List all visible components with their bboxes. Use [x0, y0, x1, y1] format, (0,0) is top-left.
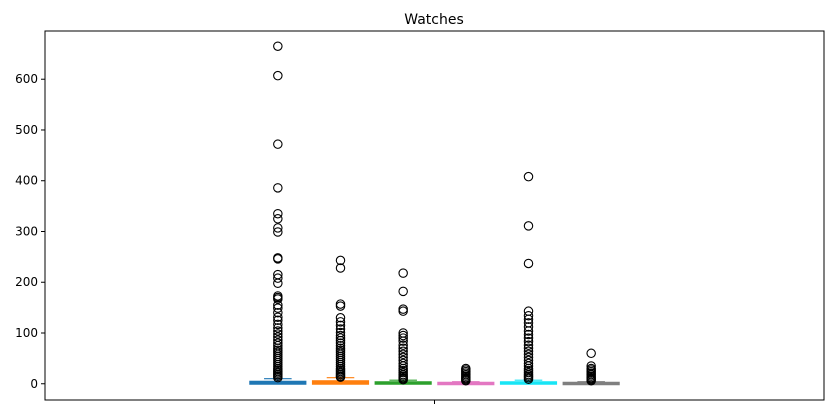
outlier-point [523, 374, 534, 384]
outlier-point [273, 326, 283, 336]
chart-title: Watches [404, 12, 464, 28]
outlier-point [273, 227, 283, 237]
outlier-point [523, 343, 534, 353]
outlier-point [273, 294, 283, 304]
outlier-point [273, 303, 283, 313]
box-series-5 [499, 171, 558, 385]
outlier-point [273, 254, 283, 264]
outlier-point [523, 349, 534, 360]
outlier-point [335, 317, 346, 327]
outlier-point [523, 340, 534, 350]
outlier-point [398, 336, 408, 346]
outlier-point [523, 358, 534, 369]
plot-frame [44, 30, 825, 401]
outlier-point [523, 322, 534, 332]
outlier-point [273, 315, 283, 326]
outlier-point [398, 286, 408, 297]
outlier-point [273, 319, 283, 330]
outlier-point [398, 306, 408, 316]
outlier-point [461, 375, 471, 386]
box-series-3 [374, 268, 432, 385]
outlier-point [586, 348, 596, 359]
outlier-point [273, 273, 283, 283]
outlier-point [273, 338, 283, 348]
outlier-point [273, 214, 283, 224]
y-tick-label: 0 [30, 377, 38, 391]
y-tick-label: 500 [15, 123, 38, 137]
outlier-point [523, 314, 534, 325]
outlier-point [273, 183, 283, 193]
outlier-point [273, 41, 283, 51]
outlier-point [398, 349, 408, 360]
outlier-point [523, 171, 534, 182]
outlier-point [273, 323, 283, 333]
outlier-point [398, 374, 408, 385]
outlier-point [523, 310, 534, 321]
y-tick-label: 300 [15, 224, 38, 238]
outlier-point [335, 335, 346, 346]
outlier-point [273, 139, 283, 149]
outlier-point [335, 320, 346, 331]
axes: 0 100 200 300 400 500 600 [15, 72, 435, 404]
outlier-point [398, 358, 408, 369]
outlier-point [335, 324, 346, 334]
outlier-point [335, 338, 346, 348]
box-series-1 [249, 41, 307, 385]
outlier-point [273, 329, 283, 339]
outlier-point [335, 313, 346, 323]
outlier-point [335, 301, 346, 311]
outlier-point [273, 278, 283, 289]
outlier-point [398, 268, 408, 278]
outlier-point [335, 263, 346, 273]
outlier-point [398, 333, 408, 343]
outlier-point [273, 223, 283, 233]
outlier-point [335, 255, 346, 266]
outlier-point [273, 70, 283, 81]
outlier-point [273, 300, 283, 310]
outlier-point [523, 326, 534, 336]
outlier-point [273, 312, 283, 323]
plot-area [249, 41, 620, 386]
outlier-point [398, 330, 408, 341]
box-series-4 [437, 363, 495, 386]
outlier-point [523, 329, 534, 340]
box-series-2 [311, 255, 370, 385]
outlier-point [273, 307, 283, 318]
outlier-point [523, 336, 534, 347]
outlier-point [335, 330, 346, 341]
outlier-point [335, 372, 346, 382]
outlier-point [586, 375, 596, 386]
outlier-point [273, 208, 283, 219]
outlier-point [398, 346, 408, 357]
outlier-point [398, 340, 408, 350]
y-tick-label: 600 [15, 72, 38, 86]
y-tick-label: 400 [15, 174, 38, 188]
outlier-point [335, 299, 346, 309]
y-tick-label: 100 [15, 326, 38, 340]
outlier-point [398, 304, 408, 314]
box-series-6 [562, 348, 620, 386]
outlier-point [523, 346, 534, 357]
outlier-point [523, 258, 534, 269]
outlier-point [335, 333, 346, 343]
outlier-point [398, 343, 408, 353]
outlier-point [273, 372, 283, 383]
outlier-point [523, 333, 534, 343]
outlier-point [523, 221, 534, 231]
y-tick-label: 200 [15, 275, 38, 289]
